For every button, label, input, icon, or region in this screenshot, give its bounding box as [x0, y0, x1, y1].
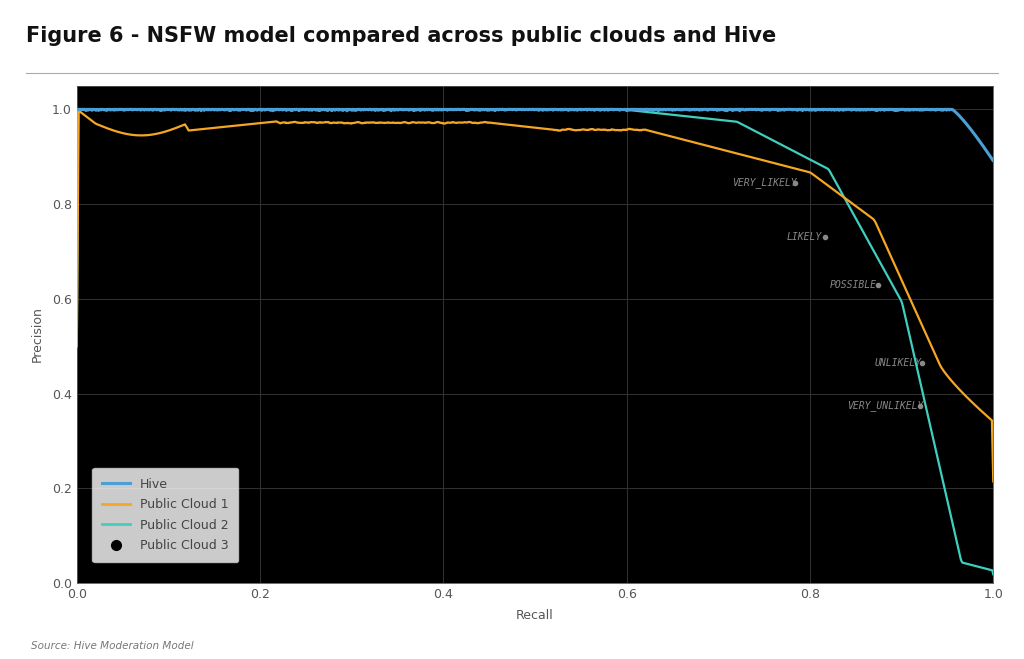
Text: VERY_LIKELY: VERY_LIKELY — [732, 177, 797, 188]
X-axis label: Recall: Recall — [516, 610, 554, 622]
Text: POSSIBLE: POSSIBLE — [830, 279, 878, 290]
Y-axis label: Precision: Precision — [31, 306, 44, 362]
Text: Source: Hive Moderation Model: Source: Hive Moderation Model — [31, 641, 194, 651]
Text: Figure 6 - NSFW model compared across public clouds and Hive: Figure 6 - NSFW model compared across pu… — [26, 26, 776, 45]
Legend: Hive, Public Cloud 1, Public Cloud 2, Public Cloud 3: Hive, Public Cloud 1, Public Cloud 2, Pu… — [92, 467, 239, 562]
Text: LIKELY: LIKELY — [787, 233, 822, 243]
Text: VERY_UNLIKELY: VERY_UNLIKELY — [847, 400, 923, 411]
Text: UNLIKELY: UNLIKELY — [874, 358, 922, 368]
